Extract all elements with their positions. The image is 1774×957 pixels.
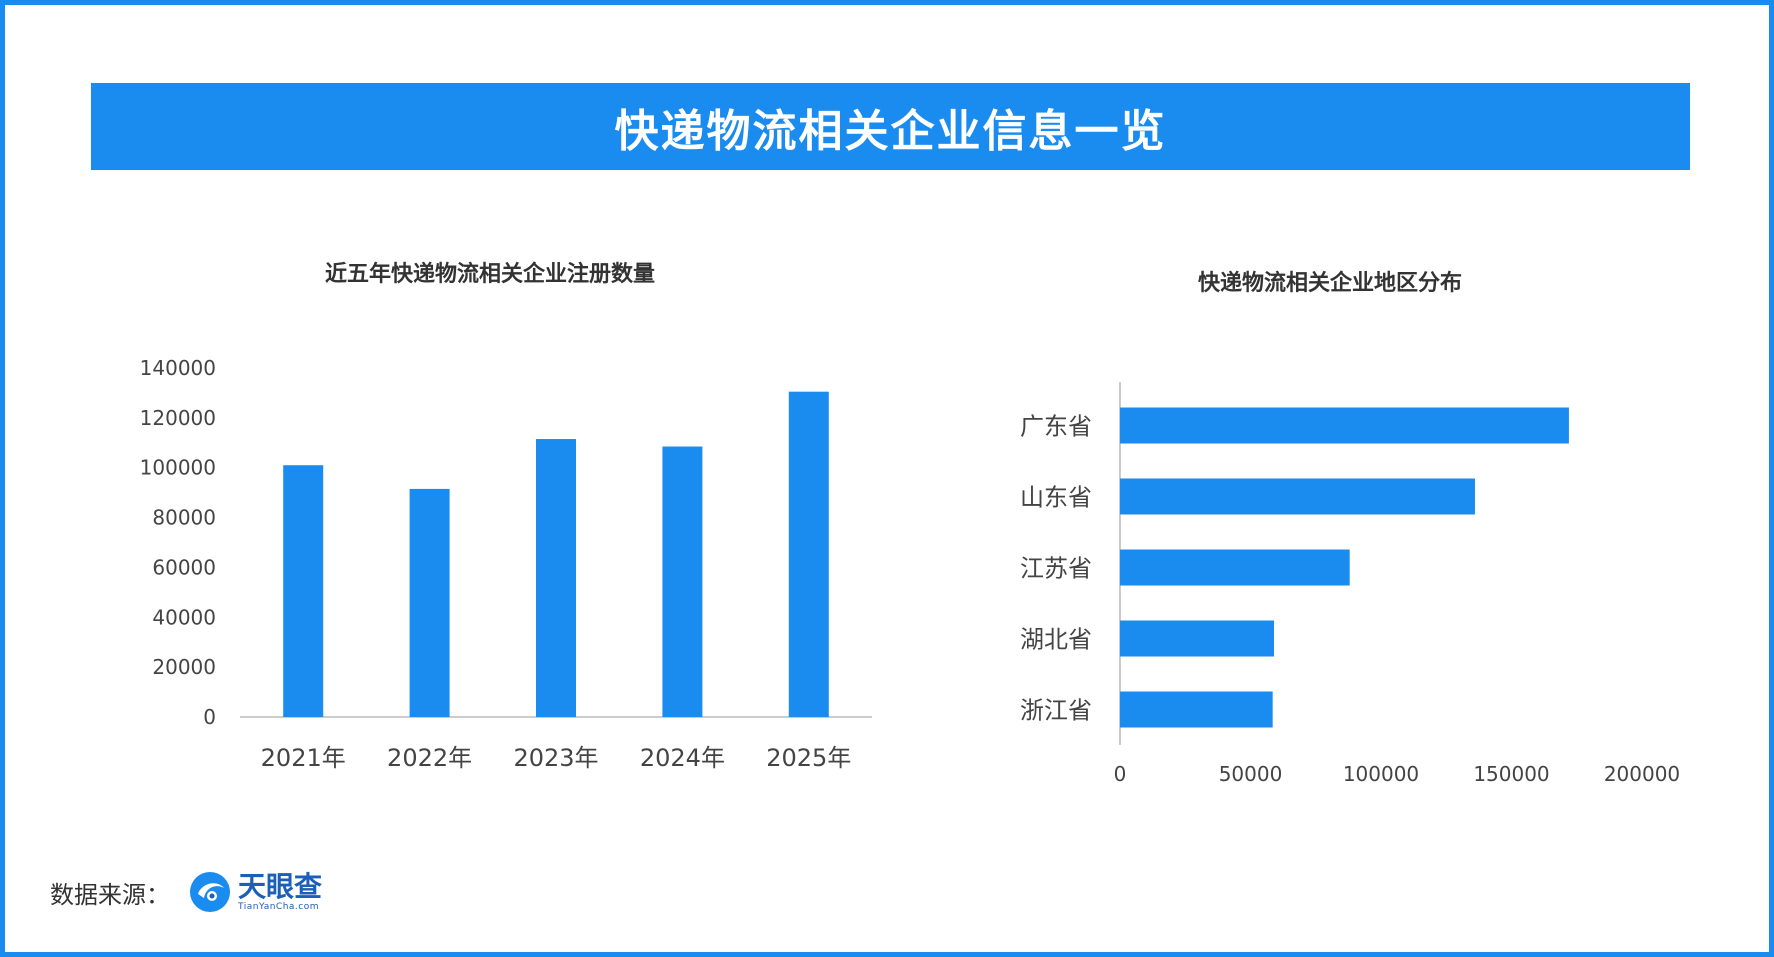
logo-subtitle: TianYanCha.com [238, 902, 320, 912]
y-tick-label: 120000 [140, 406, 216, 430]
y-tick-label: 20000 [152, 655, 216, 679]
y-tick-label: 100000 [140, 456, 216, 480]
registration-chart-title: 近五年快递物流相关企业注册数量 [324, 262, 655, 287]
y-tick-label: 140000 [140, 356, 216, 380]
title-banner: 快递物流相关企业信息一览 [91, 83, 1690, 170]
y-tick-label: 60000 [152, 555, 216, 579]
x-tick-label: 200000 [1604, 762, 1680, 786]
bar [662, 446, 703, 717]
bar [536, 439, 576, 717]
x-tick-label: 0 [1114, 762, 1127, 786]
x-tick-label: 100000 [1343, 762, 1419, 786]
data-source: 数据来源： 天眼查 TianYanCha.com [50, 870, 322, 914]
x-tick-label: 2023年 [513, 744, 598, 772]
y-tick-label: 湖北省 [1020, 626, 1092, 654]
x-tick-label: 2025年 [766, 744, 851, 772]
bar [788, 391, 829, 717]
x-tick-label: 2024年 [640, 744, 725, 772]
y-tick-label: 80000 [152, 506, 216, 530]
registration-bar-chart: 0 20000 40000 60000 80000 100000 120000 140000 2… [140, 356, 872, 772]
y-tick-label: 广东省 [1020, 413, 1092, 441]
tianyancha-logo-icon [190, 872, 230, 912]
y-tick-label: 江苏省 [1020, 555, 1092, 583]
y-tick-label: 0 [203, 705, 216, 729]
x-tick-label: 150000 [1473, 762, 1549, 786]
logo-name: 天眼查 [238, 870, 323, 903]
x-tick-label: 50000 [1219, 762, 1283, 786]
tianyancha-logo: 天眼查 TianYanCha.com [188, 870, 322, 914]
y-tick-label: 40000 [152, 605, 216, 629]
bar [1120, 691, 1273, 728]
bar [1120, 407, 1569, 444]
bar [409, 488, 450, 717]
page-title: 快递物流相关企业信息一览 [614, 105, 1167, 157]
x-tick-label: 2021年 [261, 744, 346, 772]
bar [1120, 620, 1274, 657]
source-label: 数据来源： [50, 880, 170, 909]
y-tick-label: 浙江省 [1020, 697, 1092, 725]
bar [283, 465, 324, 717]
x-tick-label: 2022年 [387, 744, 472, 772]
y-tick-label: 山东省 [1020, 484, 1092, 512]
bar [1120, 549, 1350, 586]
bar [1120, 478, 1475, 515]
region-chart-title: 快递物流相关企业地区分布 [1197, 271, 1462, 296]
